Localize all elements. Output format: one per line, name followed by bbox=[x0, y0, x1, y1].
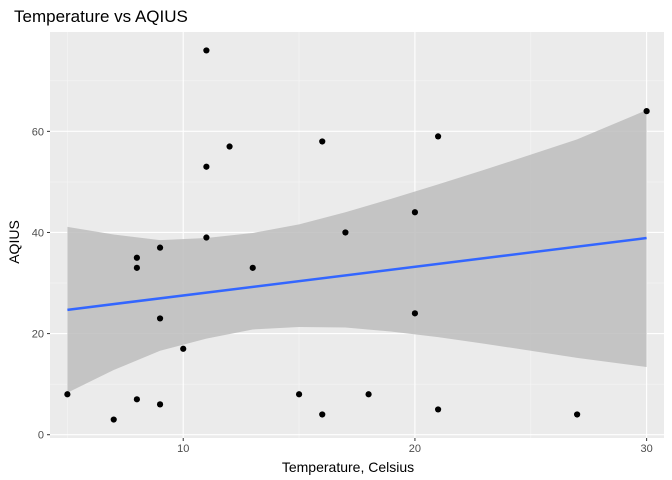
data-point bbox=[643, 108, 650, 115]
x-tick-label: 20 bbox=[409, 443, 421, 455]
data-point bbox=[203, 47, 210, 54]
x-axis-ticks: 10 20 30 bbox=[177, 438, 653, 455]
data-point bbox=[226, 143, 233, 150]
data-point bbox=[411, 310, 419, 317]
x-tick-label: 30 bbox=[640, 443, 652, 455]
data-point bbox=[156, 244, 164, 251]
data-point bbox=[133, 396, 140, 403]
x-tick-label: 10 bbox=[177, 443, 189, 455]
y-tick-label: 40 bbox=[32, 227, 44, 239]
x-axis-label: Temperature, Celsius bbox=[282, 459, 414, 475]
y-tick-label: 20 bbox=[32, 329, 44, 341]
data-point bbox=[434, 406, 442, 413]
data-point bbox=[64, 391, 71, 398]
data-point bbox=[411, 209, 419, 216]
data-point bbox=[133, 264, 140, 271]
data-point bbox=[249, 264, 256, 271]
data-point bbox=[295, 391, 303, 398]
y-axis-ticks: 0 20 40 60 bbox=[32, 126, 50, 442]
data-point bbox=[319, 411, 326, 418]
data-point bbox=[156, 401, 164, 408]
data-point bbox=[203, 163, 210, 170]
data-point bbox=[156, 315, 164, 322]
y-tick-label: 60 bbox=[32, 126, 44, 138]
data-point bbox=[319, 138, 326, 145]
data-point bbox=[203, 234, 210, 241]
chart-title: Temperature vs AQIUS bbox=[14, 7, 188, 26]
data-points bbox=[64, 47, 650, 423]
data-point bbox=[434, 133, 442, 140]
confidence-band bbox=[67, 110, 647, 393]
data-point bbox=[574, 411, 581, 418]
data-point bbox=[365, 391, 372, 398]
y-axis-label: AQIUS bbox=[6, 220, 22, 264]
data-point bbox=[133, 254, 140, 261]
trend-line bbox=[67, 236, 647, 312]
data-point bbox=[110, 416, 117, 423]
data-point bbox=[180, 345, 187, 352]
y-tick-label: 0 bbox=[38, 430, 44, 442]
data-point bbox=[342, 229, 349, 236]
